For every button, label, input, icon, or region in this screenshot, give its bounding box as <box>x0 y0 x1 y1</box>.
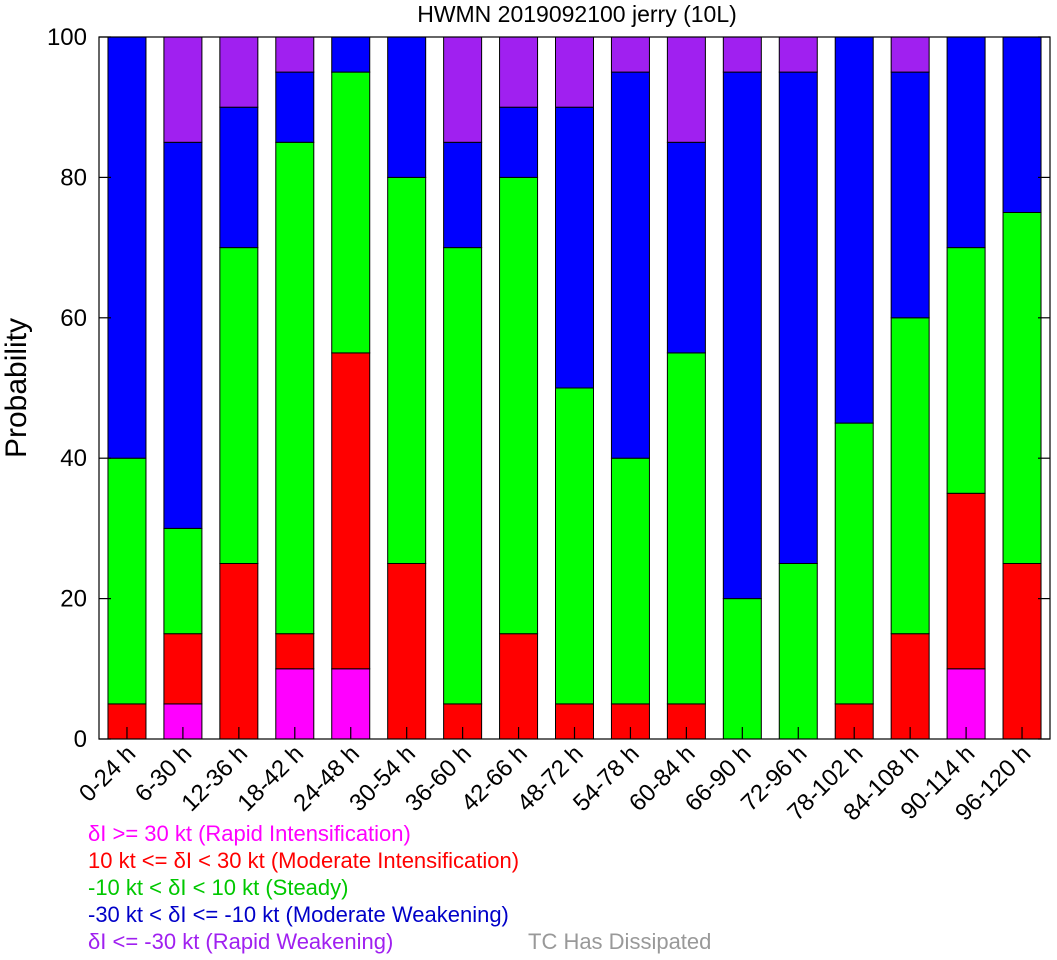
bar-segment-2-2 <box>219 247 259 564</box>
y-tick-label: 40 <box>60 445 87 472</box>
y-axis-label: Probability <box>0 318 33 458</box>
y-tick-label: 0 <box>74 726 87 753</box>
bar-segment-5-1 <box>387 563 427 740</box>
bar-segment-1-1 <box>163 633 203 705</box>
x-ticks-group: 0-24 h6-30 h12-36 h18-42 h24-48 h30-54 h… <box>74 727 1036 826</box>
legend-moderate-intensification: 10 kt <= δI < 30 kt (Moderate Intensific… <box>88 848 520 873</box>
bar-segment-3-3 <box>275 71 315 143</box>
y-tick-label: 100 <box>47 24 87 51</box>
legend-tc-dissipated: TC Has Dissipated <box>528 929 712 954</box>
bar-segment-8-2 <box>555 387 594 705</box>
bar-segment-14-2 <box>890 317 930 635</box>
bar-segment-10-3 <box>666 141 706 354</box>
legend-moderate-weakening: -30 kt < δI <= -10 kt (Moderate Weakenin… <box>88 902 509 927</box>
bar-segment-10-4 <box>666 36 706 143</box>
y-ticks-group: 0 20 40 60 80 100 <box>47 24 1050 753</box>
bar-segment-7-2 <box>499 176 539 635</box>
chart-title: HWMN 2019092100 jerry (10L) <box>417 1 737 27</box>
bar-segment-1-3 <box>163 141 203 529</box>
bar-segment-8-3 <box>555 106 594 389</box>
bar-segment-3-4 <box>275 36 315 73</box>
bar-segment-0-3 <box>107 36 147 459</box>
bar-segment-5-2 <box>387 176 427 564</box>
bar-segment-12-4 <box>778 36 818 73</box>
legend-steady: -10 kt < δI < 10 kt (Steady) <box>88 875 349 900</box>
bar-segment-0-2 <box>107 457 147 705</box>
bar-segment-15-1 <box>946 492 986 670</box>
y-tick-label: 80 <box>60 164 87 191</box>
bar-segment-1-2 <box>163 527 203 635</box>
bar-segment-16-3 <box>1002 36 1042 213</box>
bar-segment-2-1 <box>219 563 259 740</box>
bar-segment-11-2 <box>722 598 762 740</box>
bar-segment-14-3 <box>890 71 930 319</box>
bar-segment-13-3 <box>834 36 874 424</box>
bar-segment-5-3 <box>387 36 427 178</box>
bar-segment-10-2 <box>666 352 706 705</box>
bar-segment-11-4 <box>722 36 762 73</box>
bar-segment-9-3 <box>610 71 650 459</box>
bar-segment-16-1 <box>1002 563 1042 740</box>
bar-segment-6-4 <box>443 36 483 143</box>
legend-rapid-intensification: δI >= 30 kt (Rapid Intensification) <box>88 821 411 846</box>
bar-segment-16-2 <box>1002 212 1042 564</box>
bar-segment-7-4 <box>499 36 539 108</box>
bar-segment-6-2 <box>443 247 483 705</box>
bar-segment-4-2 <box>331 71 371 354</box>
bar-segment-2-3 <box>219 106 259 249</box>
bar-segment-9-2 <box>610 457 650 705</box>
bar-segment-9-4 <box>610 36 650 73</box>
bars-group <box>107 36 1042 740</box>
bar-segment-15-2 <box>946 247 986 494</box>
bar-segment-15-3 <box>946 36 986 249</box>
bar-segment-12-3 <box>778 71 818 564</box>
bar-segment-12-2 <box>778 563 818 740</box>
bar-segment-11-3 <box>722 71 762 600</box>
y-tick-label: 20 <box>60 586 87 613</box>
bar-segment-3-1 <box>275 633 315 670</box>
bar-segment-3-2 <box>275 141 315 635</box>
y-tick-label: 60 <box>60 305 87 332</box>
bar-segment-14-4 <box>890 36 930 73</box>
bar-segment-4-3 <box>331 36 371 73</box>
bar-segment-13-2 <box>834 422 874 705</box>
bar-segment-7-3 <box>499 106 539 178</box>
bar-segment-7-1 <box>499 633 539 740</box>
bar-segment-6-3 <box>443 141 483 249</box>
bar-segment-2-4 <box>219 36 259 108</box>
bar-segment-8-4 <box>555 36 594 108</box>
bar-segment-4-1 <box>331 352 371 670</box>
legend-rapid-weakening: δI <= -30 kt (Rapid Weakening) <box>88 929 394 954</box>
bar-segment-1-4 <box>163 36 203 143</box>
bar-segment-14-1 <box>890 633 930 740</box>
